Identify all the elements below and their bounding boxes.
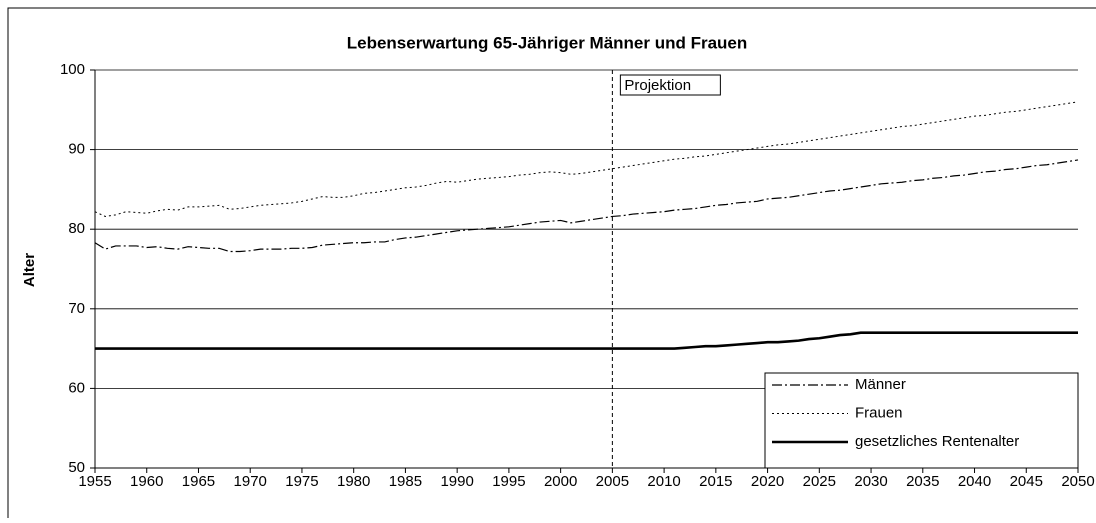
annotation: Projektion bbox=[624, 77, 691, 94]
y-axis-label: Alter bbox=[21, 253, 38, 287]
legend-label: gesetzliches Rentenalter bbox=[855, 433, 1019, 450]
legend-label: Männer bbox=[855, 376, 906, 393]
x-tick-label: 2030 bbox=[854, 473, 887, 490]
x-tick-label: 2025 bbox=[803, 473, 836, 490]
x-tick-label: 2050 bbox=[1061, 473, 1094, 490]
x-tick-label: 2010 bbox=[647, 473, 680, 490]
series-line bbox=[94, 101, 1079, 217]
y-tick-label: 50 bbox=[68, 459, 85, 476]
chart-title: Lebenserwartung 65-Jähriger Männer und F… bbox=[347, 33, 748, 52]
x-tick-label: 2045 bbox=[1010, 473, 1043, 490]
legend-label: Frauen bbox=[855, 404, 903, 421]
series-line bbox=[94, 159, 1079, 253]
x-tick-label: 2040 bbox=[958, 473, 991, 490]
x-tick-label: 1985 bbox=[389, 473, 422, 490]
x-tick-label: 2005 bbox=[596, 473, 629, 490]
x-tick-label: 1995 bbox=[492, 473, 525, 490]
x-tick-label: 2015 bbox=[699, 473, 732, 490]
y-tick-label: 80 bbox=[68, 220, 85, 237]
x-tick-label: 1980 bbox=[337, 473, 370, 490]
annotation-box bbox=[619, 74, 721, 96]
x-tick-label: 2035 bbox=[906, 473, 939, 490]
x-tick-label: 1960 bbox=[130, 473, 163, 490]
y-tick-label: 60 bbox=[68, 379, 85, 396]
x-tick-label: 2000 bbox=[544, 473, 577, 490]
y-tick-label: 90 bbox=[68, 141, 85, 158]
y-tick-label: 100 bbox=[60, 61, 85, 78]
x-tick-label: 1990 bbox=[440, 473, 473, 490]
x-tick-label: 1970 bbox=[234, 473, 267, 490]
x-tick-label: 1965 bbox=[182, 473, 215, 490]
x-tick-label: 1975 bbox=[285, 473, 318, 490]
legend-box bbox=[764, 372, 1079, 469]
x-tick-label: 1955 bbox=[78, 473, 111, 490]
chart-frame bbox=[7, 7, 1096, 523]
y-tick-label: 70 bbox=[68, 300, 85, 317]
series-line bbox=[95, 331, 1078, 350]
x-tick-label: 2020 bbox=[751, 473, 784, 490]
